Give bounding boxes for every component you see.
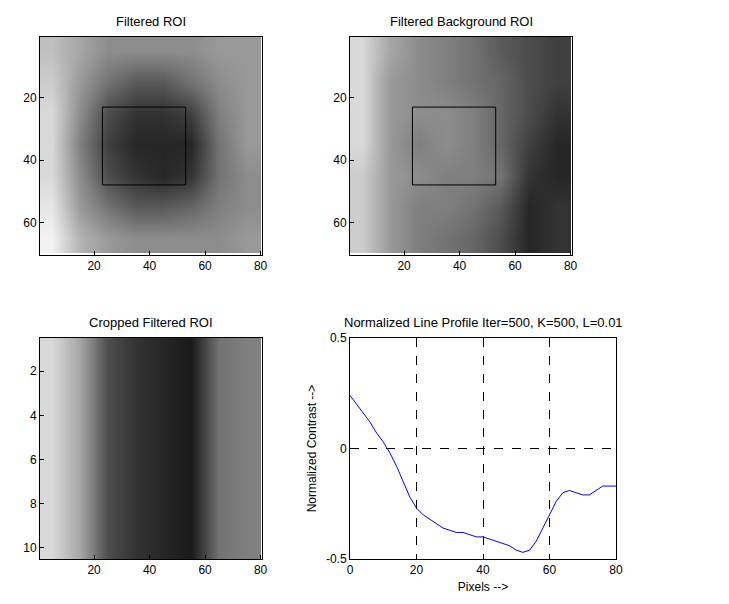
svg-text:40: 40 (333, 153, 347, 167)
svg-text:40: 40 (143, 563, 157, 577)
svg-text:60: 60 (198, 259, 212, 273)
svg-text:Filtered ROI: Filtered ROI (116, 14, 186, 29)
svg-text:60: 60 (333, 216, 347, 230)
svg-text:10: 10 (23, 541, 37, 555)
svg-text:40: 40 (143, 259, 157, 273)
svg-text:Normalized Line Profile Iter=5: Normalized Line Profile Iter=500, K=500,… (344, 315, 623, 330)
svg-text:6: 6 (30, 453, 37, 467)
svg-text:20: 20 (410, 563, 424, 577)
svg-text:20: 20 (397, 259, 411, 273)
svg-text:20: 20 (23, 91, 37, 105)
svg-text:20: 20 (333, 91, 347, 105)
svg-text:0: 0 (340, 442, 347, 456)
svg-text:80: 80 (609, 563, 623, 577)
svg-text:20: 20 (87, 259, 101, 273)
svg-text:60: 60 (543, 563, 557, 577)
svg-text:0.5: 0.5 (330, 331, 347, 345)
svg-text:0: 0 (347, 563, 354, 577)
svg-text:4: 4 (30, 409, 37, 423)
svg-text:60: 60 (508, 259, 522, 273)
svg-text:2: 2 (30, 364, 37, 378)
svg-text:Cropped Filtered ROI: Cropped Filtered ROI (89, 315, 213, 330)
svg-text:80: 80 (254, 259, 268, 273)
svg-text:40: 40 (23, 153, 37, 167)
svg-text:80: 80 (564, 259, 578, 273)
svg-text:60: 60 (198, 563, 212, 577)
svg-text:40: 40 (453, 259, 467, 273)
svg-text:60: 60 (23, 216, 37, 230)
svg-text:40: 40 (476, 563, 490, 577)
svg-text:Pixels -->: Pixels --> (458, 580, 508, 594)
svg-text:Normalized Contrast -->: Normalized Contrast --> (305, 385, 319, 513)
svg-text:80: 80 (254, 563, 268, 577)
svg-text:Filtered Background ROI: Filtered Background ROI (390, 14, 533, 29)
svg-text:8: 8 (30, 497, 37, 511)
svg-text:20: 20 (87, 563, 101, 577)
svg-text:-0.5: -0.5 (326, 552, 347, 566)
